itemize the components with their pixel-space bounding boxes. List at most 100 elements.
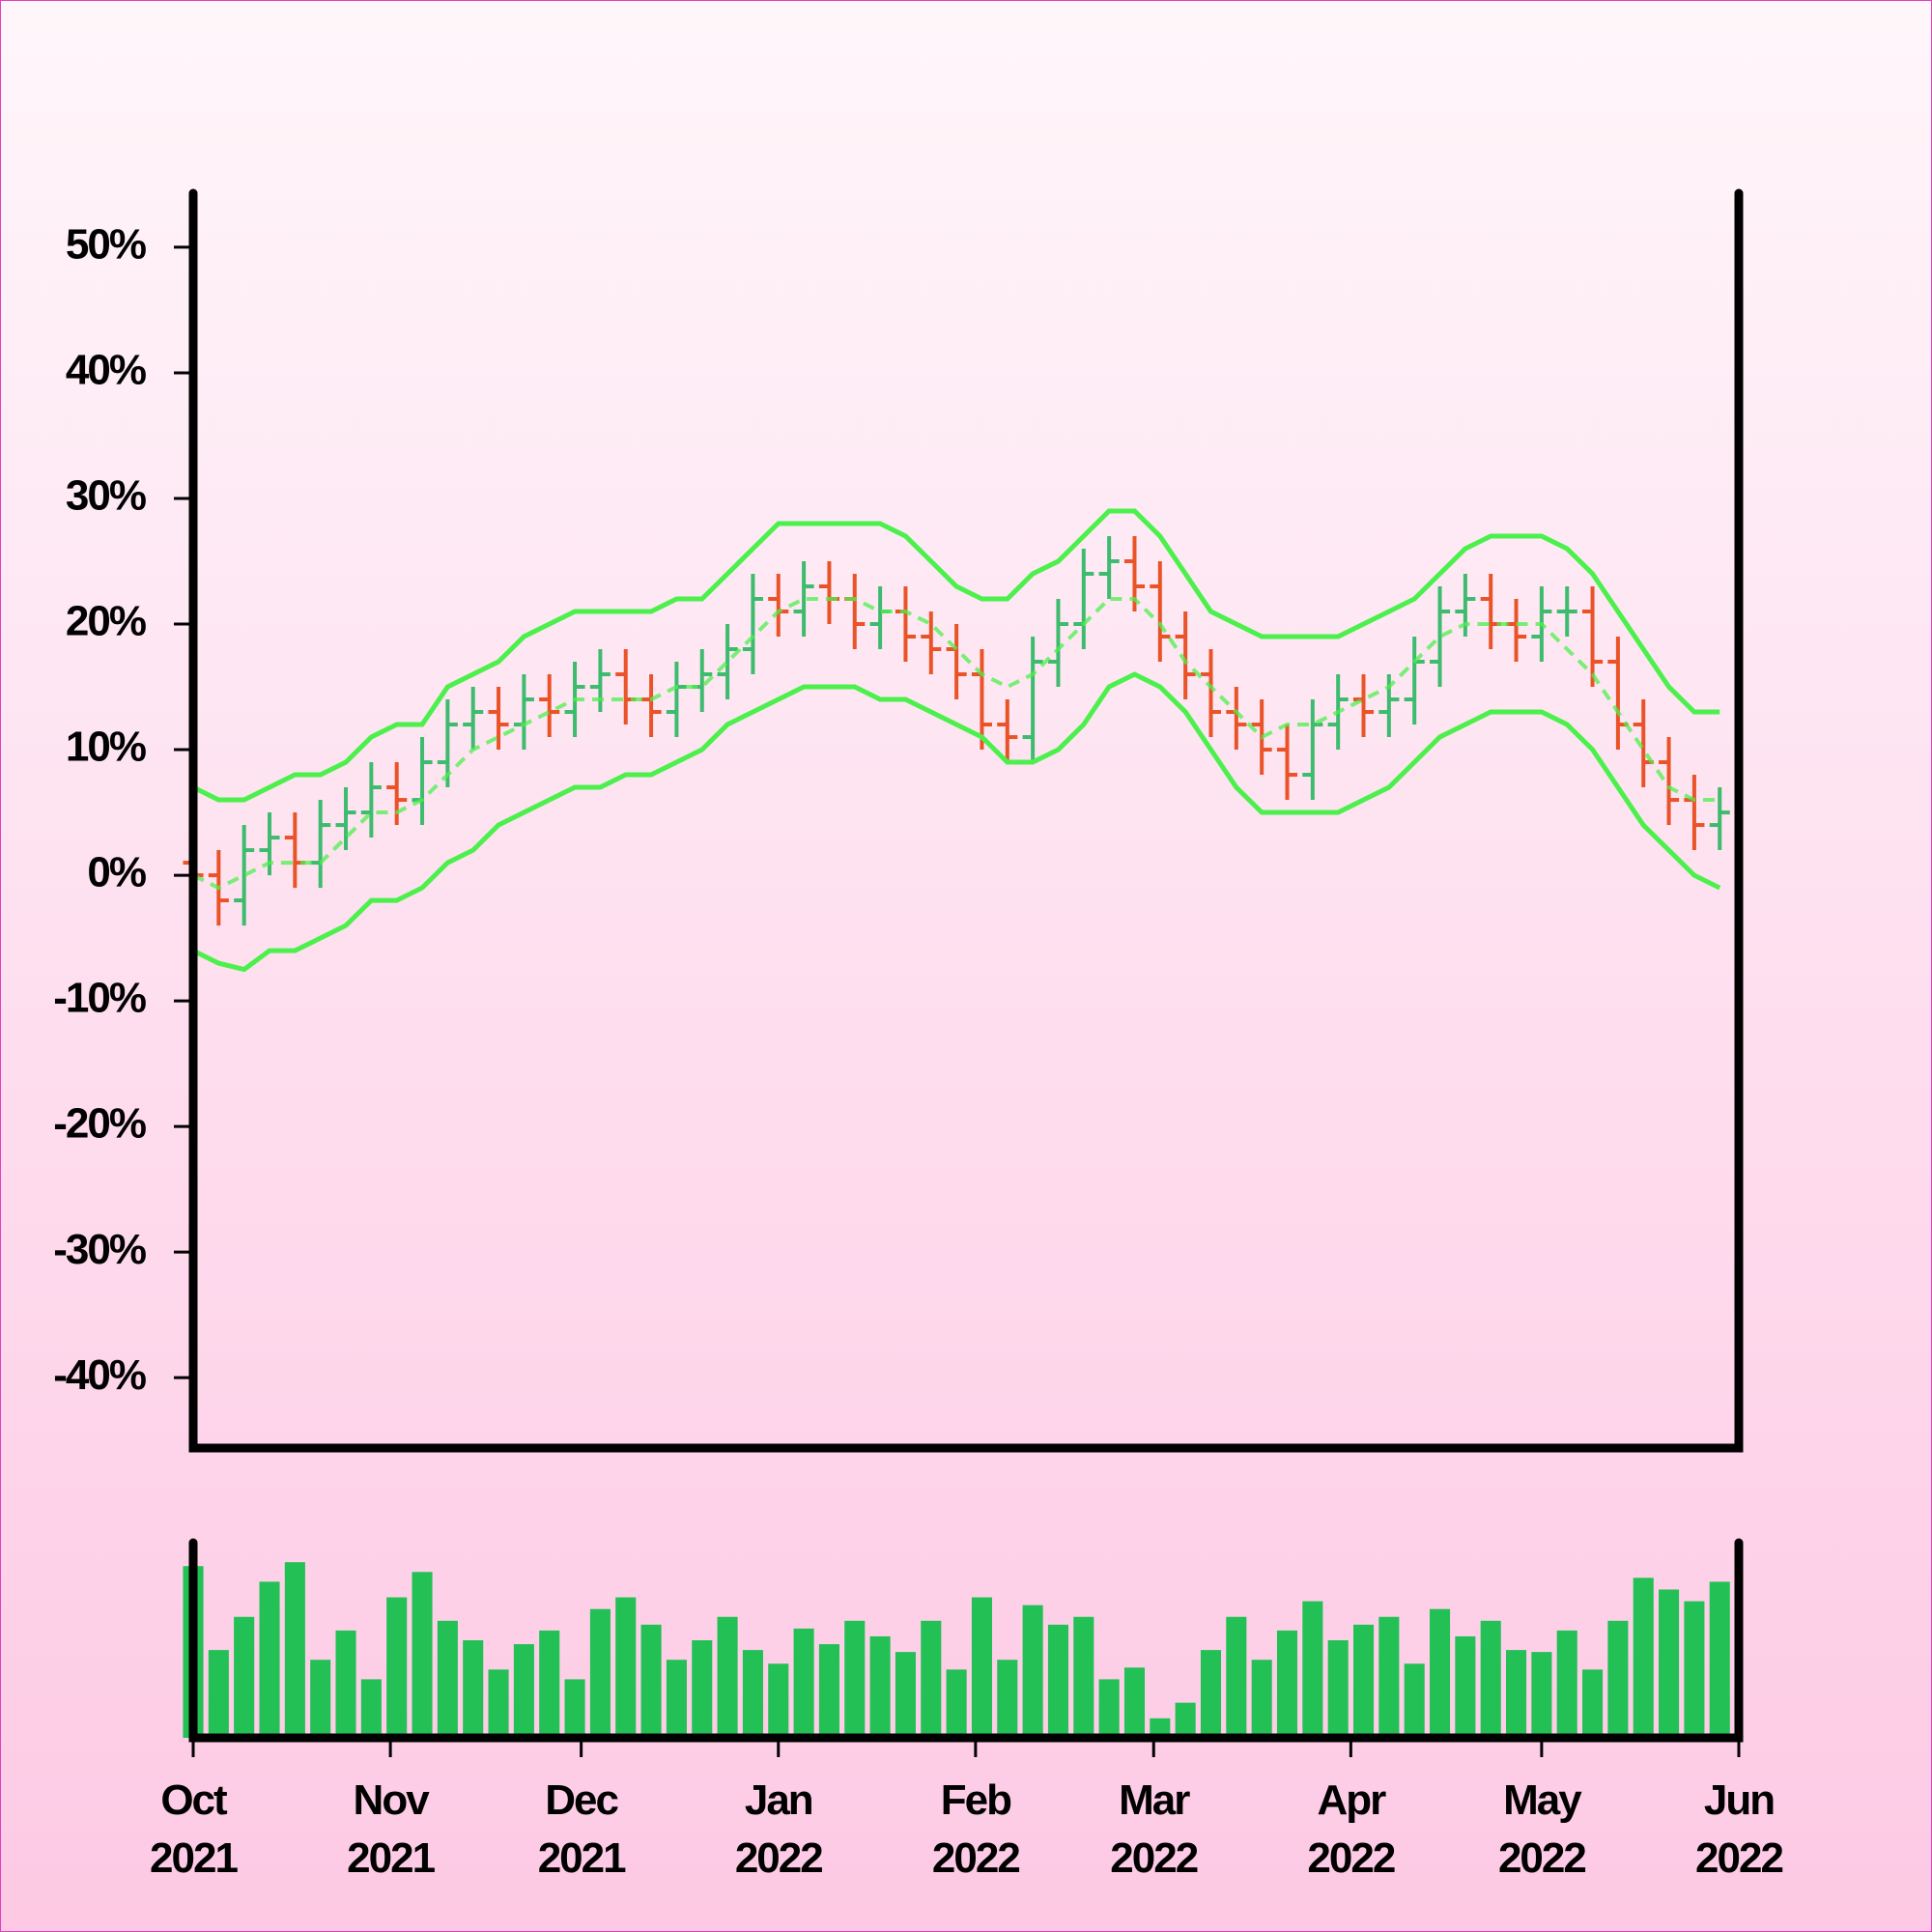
y-tick-label: 20% bbox=[66, 598, 146, 645]
volume-bar bbox=[869, 1635, 891, 1738]
volume-bar bbox=[1226, 1616, 1247, 1738]
plot-frame bbox=[188, 188, 1744, 1453]
band-lower bbox=[191, 671, 1721, 973]
volume-bar bbox=[615, 1597, 637, 1738]
x-tick-label-line: May bbox=[1503, 1776, 1582, 1824]
x-tick-label-line: Apr bbox=[1317, 1776, 1386, 1824]
volume-bar bbox=[463, 1640, 484, 1738]
volume-bar bbox=[488, 1669, 509, 1738]
volume-bar bbox=[997, 1660, 1018, 1738]
x-tick-label-line: Mar bbox=[1119, 1776, 1190, 1824]
volume-bar bbox=[742, 1650, 763, 1738]
volume-bar bbox=[1175, 1702, 1196, 1738]
x-tick-label: Jun 2022 bbox=[1695, 1776, 1782, 1882]
x-tick-label-line: 2022 bbox=[1307, 1834, 1394, 1882]
volume-bar bbox=[793, 1628, 814, 1738]
x-tick-label-line: 2022 bbox=[1110, 1834, 1197, 1882]
volume-bar bbox=[1607, 1620, 1629, 1738]
volume-bar bbox=[1633, 1577, 1654, 1738]
volume-bar bbox=[1022, 1605, 1043, 1738]
y-tick-label: 30% bbox=[66, 472, 146, 520]
volume-bar bbox=[666, 1660, 687, 1738]
volume-bar bbox=[1276, 1630, 1298, 1738]
volume-bar bbox=[1531, 1652, 1552, 1738]
volume-bar bbox=[1047, 1624, 1069, 1738]
volume-bar bbox=[1404, 1663, 1425, 1738]
x-tick-label-line: 2021 bbox=[538, 1834, 626, 1882]
x-tick-label-line: Feb bbox=[941, 1776, 1011, 1824]
volume-bar bbox=[589, 1608, 611, 1738]
volume-bar bbox=[1200, 1650, 1222, 1738]
x-tick-label-line: 2021 bbox=[150, 1834, 238, 1882]
volume-bar bbox=[640, 1624, 662, 1738]
volume-bar bbox=[1378, 1616, 1400, 1738]
volume-bar bbox=[1455, 1635, 1476, 1738]
volume-bar bbox=[437, 1620, 458, 1738]
volume-bar bbox=[1506, 1650, 1527, 1738]
volume-bar bbox=[1480, 1620, 1501, 1738]
x-tick-label: May 2022 bbox=[1498, 1776, 1585, 1882]
x-tick-label: Dec 2021 bbox=[538, 1776, 626, 1882]
volume-bar bbox=[921, 1620, 942, 1738]
volume-bar bbox=[360, 1679, 382, 1738]
volume-bar bbox=[284, 1562, 305, 1738]
x-tick-label-line: 2021 bbox=[347, 1834, 435, 1882]
y-tick-label: -20% bbox=[53, 1100, 146, 1148]
y-tick-label: -30% bbox=[53, 1226, 146, 1273]
volume-bar bbox=[1430, 1608, 1451, 1738]
volume-bar bbox=[234, 1616, 255, 1738]
y-tick-label: 40% bbox=[66, 347, 146, 394]
volume-bar bbox=[692, 1640, 713, 1738]
band-upper bbox=[191, 508, 1720, 803]
volume-bar bbox=[386, 1597, 408, 1738]
volume-bar bbox=[1709, 1581, 1730, 1738]
volume-bar bbox=[208, 1650, 229, 1738]
volume-bar bbox=[1123, 1667, 1146, 1738]
volume-bar bbox=[259, 1581, 280, 1738]
y-tick-label: -40% bbox=[53, 1351, 146, 1399]
band-middle bbox=[192, 597, 1720, 891]
y-tick-label: 10% bbox=[66, 724, 146, 771]
volume-bar bbox=[412, 1572, 433, 1738]
volume-bar bbox=[1659, 1589, 1680, 1738]
x-tick-label-line: Oct bbox=[160, 1776, 228, 1824]
x-tick-label-line: Jan bbox=[745, 1776, 812, 1824]
x-tick-label: Nov 2021 bbox=[347, 1776, 435, 1882]
volume-bar bbox=[1352, 1624, 1375, 1738]
volume-bar bbox=[717, 1616, 738, 1738]
volume-bar bbox=[1327, 1640, 1349, 1738]
volume-bar bbox=[971, 1597, 992, 1738]
volume-frame bbox=[188, 1538, 1744, 1743]
x-tick-label: Mar 2022 bbox=[1110, 1776, 1197, 1882]
x-tick-label-line: 2022 bbox=[1498, 1834, 1585, 1882]
volume-bar bbox=[895, 1652, 916, 1738]
y-tick-label: 50% bbox=[66, 221, 146, 269]
x-tick-label-line: 2022 bbox=[1695, 1834, 1782, 1882]
volume-bar bbox=[1251, 1660, 1272, 1738]
x-tick-label-line: Dec bbox=[545, 1776, 618, 1824]
volume-bar bbox=[768, 1663, 789, 1738]
y-tick-label: 0% bbox=[87, 849, 145, 896]
volume-bar bbox=[1684, 1601, 1705, 1738]
x-tick-label: Oct 2021 bbox=[150, 1776, 238, 1882]
volume-bar bbox=[335, 1630, 356, 1738]
x-tick-label-line: Nov bbox=[354, 1776, 431, 1824]
x-tick-label-line: 2022 bbox=[735, 1834, 822, 1882]
volume-bar bbox=[1582, 1669, 1604, 1738]
volume-bar bbox=[818, 1644, 839, 1738]
volume-bar bbox=[1302, 1601, 1323, 1738]
volume-bar bbox=[539, 1630, 560, 1738]
volume-bar bbox=[1150, 1718, 1171, 1738]
volume-bar bbox=[513, 1644, 534, 1738]
volume-bar bbox=[946, 1669, 967, 1738]
x-tick-label: Apr 2022 bbox=[1307, 1776, 1394, 1882]
volume-bar bbox=[310, 1660, 331, 1738]
volume-bar bbox=[1098, 1679, 1120, 1738]
x-tick-label: Feb 2022 bbox=[932, 1776, 1019, 1882]
volume-bar bbox=[1556, 1630, 1577, 1738]
x-tick-label-line: 2022 bbox=[932, 1834, 1019, 1882]
volume-bar bbox=[1073, 1616, 1094, 1738]
x-tick-label: Jan 2022 bbox=[735, 1776, 822, 1882]
